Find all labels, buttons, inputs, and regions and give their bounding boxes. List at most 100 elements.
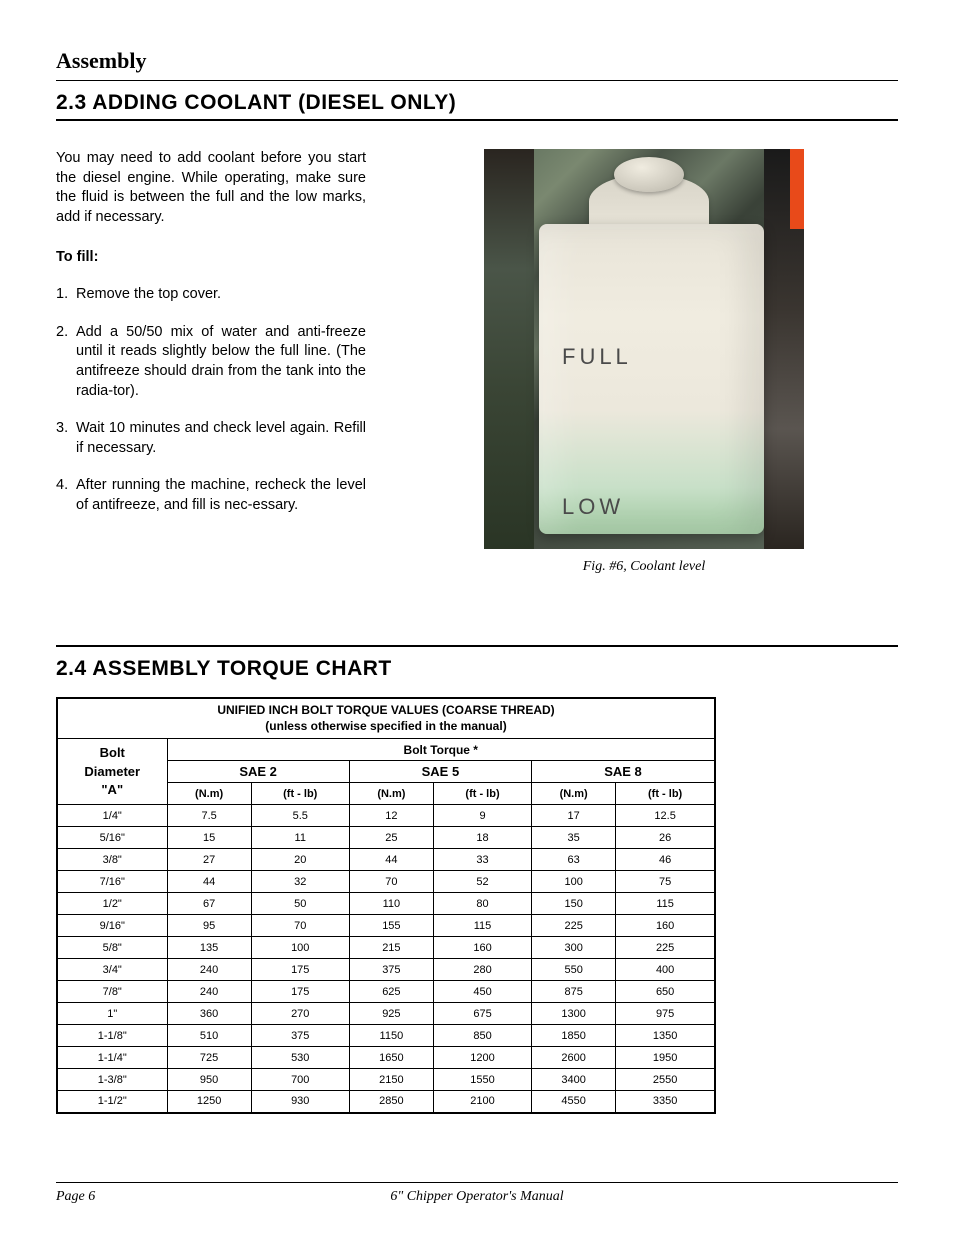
image-orange-strip (790, 149, 804, 229)
page-header: Assembly (56, 48, 898, 81)
fill-step: 2.Add a 50/50 mix of water and anti-free… (56, 323, 366, 401)
table-row: 7/8"240175625450875650 (57, 981, 715, 1003)
value-cell: 52 (433, 871, 531, 893)
coolant-tank-image: FULL LOW (484, 149, 804, 549)
value-cell: 50 (251, 893, 349, 915)
table-title-cell: UNIFIED INCH BOLT TORQUE VALUES (COARSE … (57, 698, 715, 739)
unit-header-cell: (N.m) (167, 783, 251, 805)
value-cell: 550 (532, 959, 616, 981)
value-cell: 44 (349, 849, 433, 871)
value-cell: 17 (532, 805, 616, 827)
value-cell: 3400 (532, 1069, 616, 1091)
table-row: 5/8"135100215160300225 (57, 937, 715, 959)
value-cell: 67 (167, 893, 251, 915)
value-cell: 240 (167, 959, 251, 981)
value-cell: 18 (433, 827, 531, 849)
value-cell: 150 (532, 893, 616, 915)
value-cell: 280 (433, 959, 531, 981)
value-cell: 70 (251, 915, 349, 937)
value-cell: 12.5 (616, 805, 715, 827)
diameter-cell: 1-1/8" (57, 1025, 167, 1047)
value-cell: 300 (532, 937, 616, 959)
value-cell: 175 (251, 981, 349, 1003)
value-cell: 95 (167, 915, 251, 937)
step-number: 2. (56, 323, 76, 401)
section-divider (56, 645, 898, 647)
value-cell: 925 (349, 1003, 433, 1025)
value-cell: 32 (251, 871, 349, 893)
value-cell: 27 (167, 849, 251, 871)
value-cell: 1200 (433, 1047, 531, 1069)
value-cell: 240 (167, 981, 251, 1003)
value-cell: 160 (616, 915, 715, 937)
value-cell: 2550 (616, 1069, 715, 1091)
diameter-cell: 1/4" (57, 805, 167, 827)
value-cell: 400 (616, 959, 715, 981)
value-cell: 135 (167, 937, 251, 959)
step-text: After running the machine, recheck the l… (76, 476, 366, 515)
value-cell: 360 (167, 1003, 251, 1025)
value-cell: 175 (251, 959, 349, 981)
tank-full-label: FULL (562, 344, 632, 370)
value-cell: 75 (616, 871, 715, 893)
step-number: 3. (56, 419, 76, 458)
diameter-cell: 1-3/8" (57, 1069, 167, 1091)
value-cell: 2150 (349, 1069, 433, 1091)
value-cell: 26 (616, 827, 715, 849)
section-title-coolant: 2.3 ADDING COOLANT (DIESEL ONLY) (56, 91, 898, 121)
value-cell: 155 (349, 915, 433, 937)
coolant-figure-caption: Fig. #6, Coolant level (484, 559, 804, 575)
value-cell: 80 (433, 893, 531, 915)
table-header-row-1: BoltDiameter"A" Bolt Torque * (57, 739, 715, 761)
table-row: 1-1/4"7255301650120026001950 (57, 1047, 715, 1069)
table-row: 1/4"7.55.51291712.5 (57, 805, 715, 827)
value-cell: 225 (616, 937, 715, 959)
value-cell: 450 (433, 981, 531, 1003)
value-cell: 63 (532, 849, 616, 871)
value-cell: 375 (349, 959, 433, 981)
value-cell: 12 (349, 805, 433, 827)
image-bg-left (484, 149, 534, 549)
torque-table: UNIFIED INCH BOLT TORQUE VALUES (COARSE … (56, 697, 716, 1114)
coolant-intro: You may need to add coolant before you s… (56, 149, 366, 227)
table-row: 3/8"272044336346 (57, 849, 715, 871)
unit-header-cell: (ft - lb) (251, 783, 349, 805)
value-cell: 115 (433, 915, 531, 937)
table-row: 1-3/8"9507002150155034002550 (57, 1069, 715, 1091)
footer-manual-title: 6" Chipper Operator's Manual (56, 1189, 898, 1205)
step-text: Wait 10 minutes and check level again. R… (76, 419, 366, 458)
value-cell: 2600 (532, 1047, 616, 1069)
diameter-cell: 1-1/2" (57, 1091, 167, 1113)
diameter-cell: 5/16" (57, 827, 167, 849)
coolant-section-body: You may need to add coolant before you s… (56, 149, 898, 575)
unit-header-cell: (N.m) (532, 783, 616, 805)
table-title-line1: UNIFIED INCH BOLT TORQUE VALUES (COARSE … (217, 703, 554, 717)
tank-low-label: LOW (562, 494, 624, 520)
value-cell: 1300 (532, 1003, 616, 1025)
sae8-header: SAE 8 (532, 761, 715, 783)
value-cell: 850 (433, 1025, 531, 1047)
value-cell: 270 (251, 1003, 349, 1025)
value-cell: 46 (616, 849, 715, 871)
value-cell: 700 (251, 1069, 349, 1091)
page-footer: Page 6 6" Chipper Operator's Manual (56, 1182, 898, 1205)
value-cell: 930 (251, 1091, 349, 1113)
value-cell: 115 (616, 893, 715, 915)
value-cell: 1350 (616, 1025, 715, 1047)
table-row: 5/16"151125183526 (57, 827, 715, 849)
unit-header-cell: (ft - lb) (616, 783, 715, 805)
coolant-figure: FULL LOW Fig. #6, Coolant level (484, 149, 804, 575)
value-cell: 975 (616, 1003, 715, 1025)
bolt-torque-header: Bolt Torque * (167, 739, 715, 761)
value-cell: 1550 (433, 1069, 531, 1091)
table-row: 1-1/8"510375115085018501350 (57, 1025, 715, 1047)
value-cell: 725 (167, 1047, 251, 1069)
value-cell: 33 (433, 849, 531, 871)
value-cell: 35 (532, 827, 616, 849)
fill-step: 1.Remove the top cover. (56, 285, 366, 305)
value-cell: 7.5 (167, 805, 251, 827)
value-cell: 215 (349, 937, 433, 959)
table-row: 1-1/2"12509302850210045503350 (57, 1091, 715, 1113)
value-cell: 225 (532, 915, 616, 937)
diameter-cell: 7/16" (57, 871, 167, 893)
